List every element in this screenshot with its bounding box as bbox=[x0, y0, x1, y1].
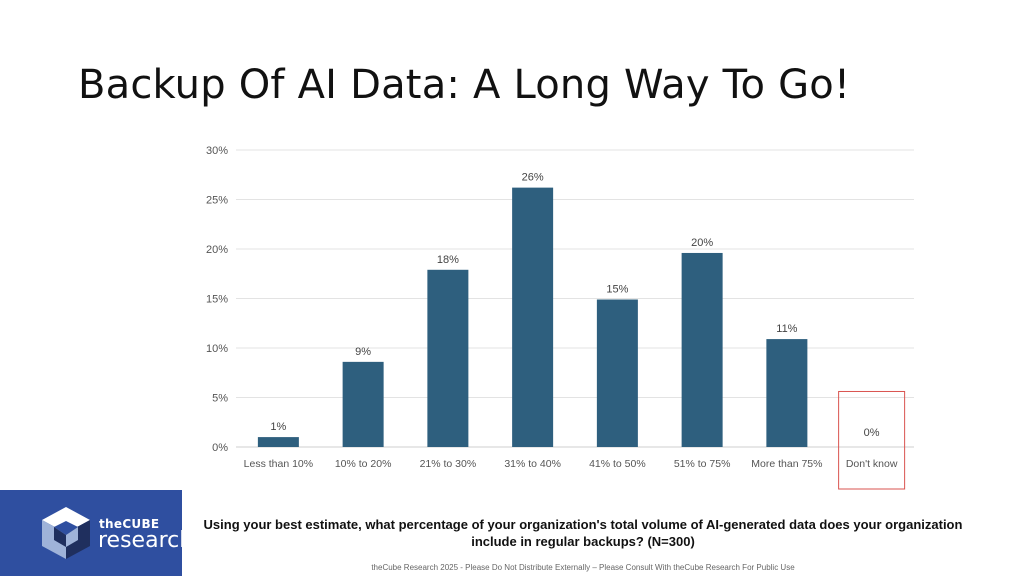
x-tick-label: More than 75% bbox=[751, 458, 822, 470]
bar bbox=[257, 437, 299, 447]
x-tick-label: Less than 10% bbox=[244, 458, 313, 470]
y-tick-label: 5% bbox=[212, 393, 228, 405]
data-label: 20% bbox=[691, 237, 713, 249]
y-tick-label: 20% bbox=[206, 244, 228, 256]
data-label: 0% bbox=[864, 427, 880, 439]
y-tick-label: 10% bbox=[206, 343, 228, 355]
x-tick-label: 10% to 20% bbox=[335, 458, 392, 470]
y-tick-label: 25% bbox=[206, 195, 228, 207]
logo-wordmark-top: theCUBE bbox=[99, 517, 160, 531]
bar-chart: 0% 5% 10% 15% 20% 25% 30% 1% Less than 10% 9% 10% … bbox=[206, 145, 914, 490]
y-tick-label: 15% bbox=[206, 294, 228, 306]
page-title: Backup Of AI Data: A Long Way To Go! bbox=[78, 62, 851, 108]
data-label: 15% bbox=[606, 283, 628, 295]
data-label: 26% bbox=[522, 172, 544, 184]
bar bbox=[342, 361, 384, 447]
y-tick-label: 30% bbox=[206, 145, 228, 157]
bar bbox=[596, 299, 638, 447]
survey-question: Using your best estimate, what percentag… bbox=[203, 517, 963, 549]
footer-disclaimer: theCube Research 2025 - Please Do Not Di… bbox=[371, 563, 795, 572]
data-label: 11% bbox=[776, 323, 797, 335]
y-tick-label: 0% bbox=[212, 442, 228, 454]
logo-wordmark-bottom: research bbox=[98, 528, 194, 553]
x-tick-label: 21% to 30% bbox=[420, 458, 477, 470]
x-tick-label: 51% to 75% bbox=[674, 458, 731, 470]
thecube-research-logo: theCUBE research bbox=[0, 490, 193, 576]
x-tick-label: Don't know bbox=[846, 458, 898, 470]
data-label: 1% bbox=[270, 421, 286, 433]
x-tick-label: 41% to 50% bbox=[589, 458, 646, 470]
data-label: 9% bbox=[355, 346, 371, 358]
bar bbox=[681, 252, 723, 447]
bar bbox=[766, 339, 808, 447]
bar bbox=[427, 269, 469, 447]
data-label: 18% bbox=[437, 254, 459, 266]
x-tick-label: 31% to 40% bbox=[504, 458, 561, 470]
cube-logo-icon bbox=[42, 507, 90, 559]
highlight-box bbox=[838, 390, 906, 490]
bar bbox=[512, 187, 554, 447]
